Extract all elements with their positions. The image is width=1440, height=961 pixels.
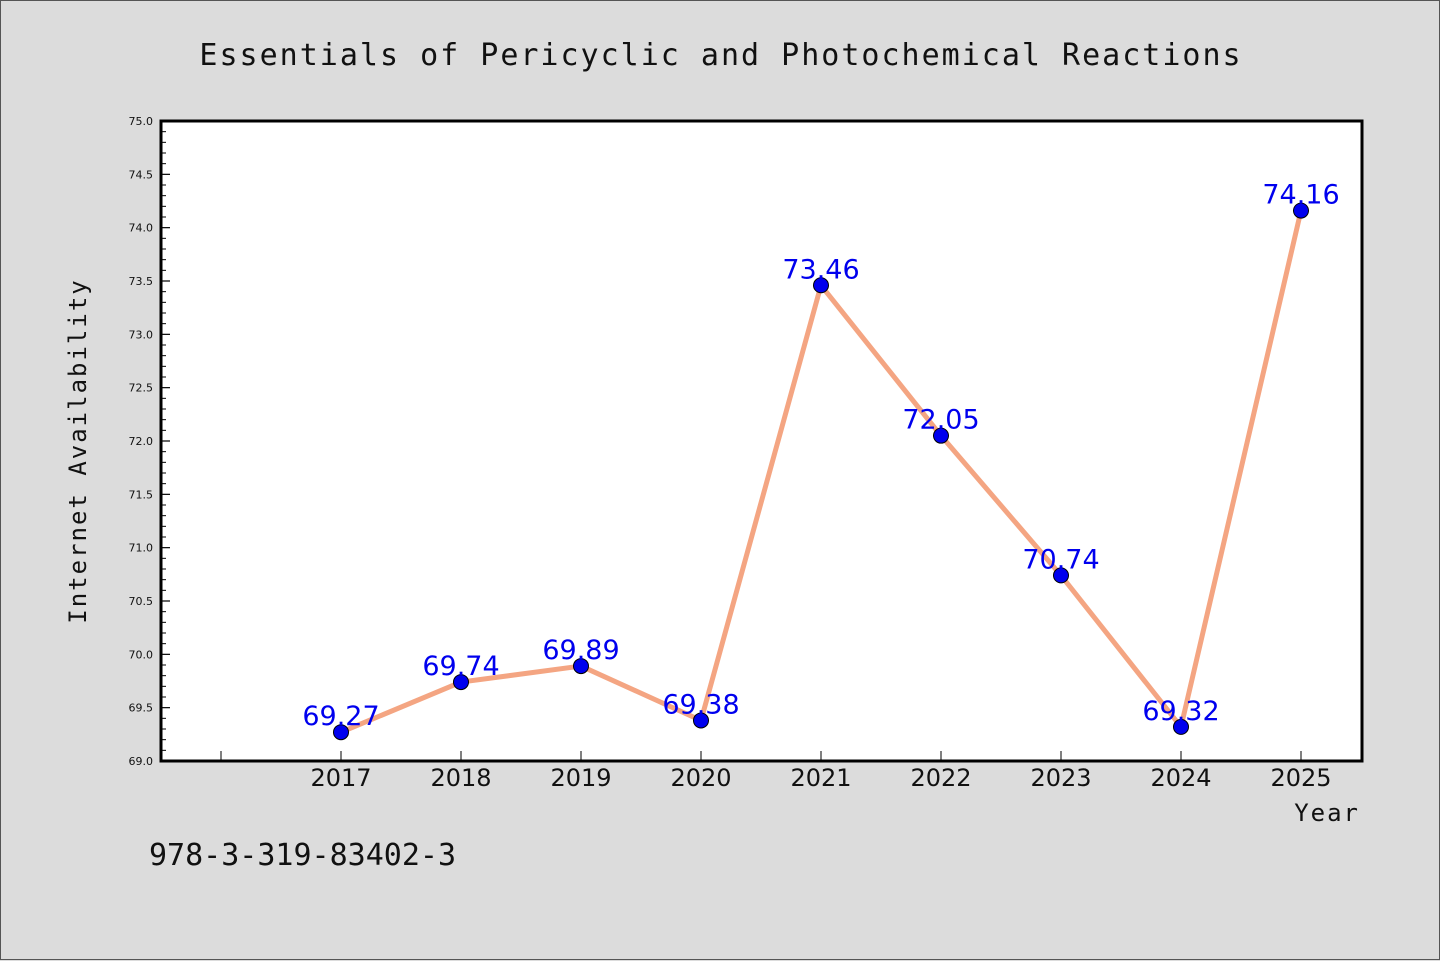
data-point [453, 674, 469, 691]
y-tick-label: 75.0 [129, 115, 154, 128]
y-tick-label: 73.0 [129, 328, 154, 341]
data-point [1053, 567, 1069, 584]
data-label: 69.27 [302, 701, 379, 732]
data-label: 73.46 [782, 254, 859, 285]
x-tick-label: 2020 [670, 764, 731, 792]
y-tick-label: 72.0 [129, 435, 154, 448]
y-tick-label: 70.0 [129, 648, 154, 661]
data-point [813, 277, 829, 294]
data-label: 69.89 [542, 635, 619, 666]
y-axis-label: Internet Availability [64, 278, 92, 623]
data-point [1293, 202, 1309, 219]
data-point [933, 427, 949, 444]
y-tick-label: 71.5 [129, 488, 154, 501]
y-tick-label: 69.0 [129, 755, 154, 768]
x-tick-label: 2019 [550, 764, 611, 792]
y-tick-label: 70.5 [129, 595, 154, 608]
y-tick-label: 69.5 [129, 702, 154, 715]
x-tick-label: 2025 [1270, 764, 1331, 792]
x-tick-label: 2023 [1030, 764, 1091, 792]
data-point [1173, 718, 1189, 735]
x-tick-label: 2018 [430, 764, 491, 792]
data-label: 69.38 [662, 689, 739, 720]
plot-border [159, 119, 1364, 763]
data-point [573, 658, 589, 675]
y-tick-label: 71.0 [129, 542, 154, 555]
series-markers [333, 202, 1309, 741]
data-label: 72.05 [902, 405, 979, 436]
x-tick-label: 2017 [310, 764, 371, 792]
x-tick-label: 2021 [790, 764, 851, 792]
y-tick-label: 74.5 [129, 168, 154, 181]
data-point [333, 724, 349, 741]
isbn-footer: 978-3-319-83402-3 [149, 838, 456, 873]
data-label: 69.74 [422, 651, 499, 682]
data-label: 74.16 [1262, 180, 1339, 211]
x-tick-label: 2024 [1150, 764, 1211, 792]
data-point [693, 712, 709, 729]
chart-title: Essentials of Pericyclic and Photochemic… [199, 38, 1242, 73]
y-tick-label: 73.5 [129, 275, 154, 288]
plot-area [161, 121, 1362, 761]
x-axis-ticks: 2017 2018 2019 2020 2021 2022 2023 2024 2025 [220, 751, 1332, 792]
y-tick-label: 74.0 [129, 222, 154, 235]
data-label: 70.74 [1022, 544, 1099, 575]
data-labels: 69.27 69.74 69.89 69.38 73.46 72.05 70.74 69.32… [302, 180, 1339, 733]
x-axis-label: Year [1294, 799, 1360, 827]
y-tick-label: 72.5 [129, 382, 154, 395]
data-label: 69.32 [1142, 696, 1219, 727]
x-tick-label: 2022 [910, 764, 971, 792]
